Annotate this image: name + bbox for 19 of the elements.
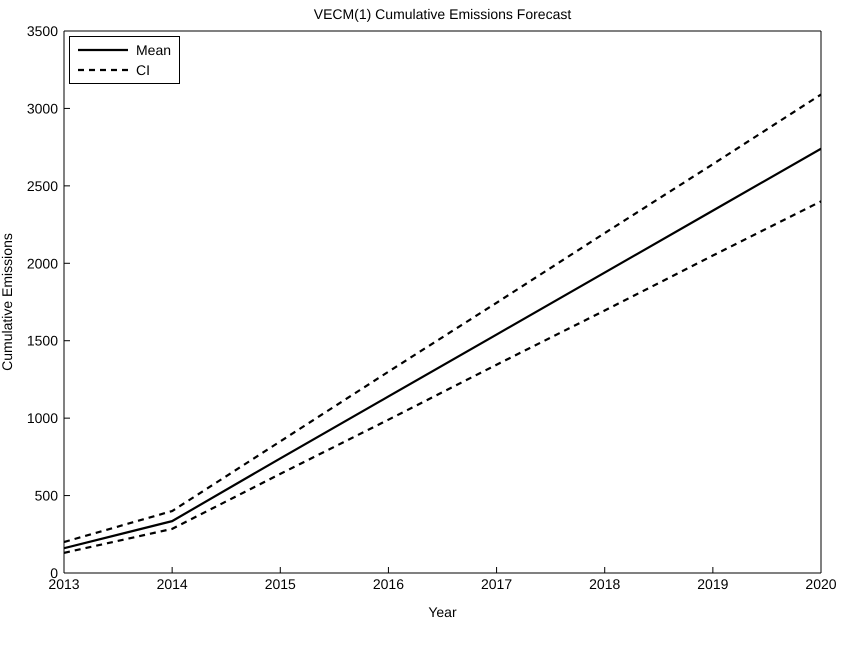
y-tick-label: 1000 — [26, 410, 58, 426]
legend-label: Mean — [136, 42, 172, 58]
x-tick-label: 2018 — [589, 576, 620, 592]
y-tick-label: 500 — [34, 488, 58, 504]
y-tick-label: 1500 — [26, 332, 58, 349]
x-tick-label: 2020 — [805, 576, 837, 592]
y-axis-title: Cumulative Emissions — [0, 233, 15, 371]
x-tick-label: 2016 — [372, 576, 404, 592]
x-tick-label: 2017 — [480, 576, 512, 592]
chart-title: VECM(1) Cumulative Emissions Forecast — [312, 6, 572, 22]
x-axis-title: Year — [428, 604, 457, 620]
x-tick-label: 2015 — [264, 576, 296, 592]
y-tick-label: 2000 — [26, 255, 58, 272]
x-tick-label: 2014 — [156, 576, 188, 592]
y-tick-label: 3000 — [26, 100, 58, 116]
legend-label: CI — [136, 62, 150, 78]
x-tick-label: 2019 — [697, 576, 729, 592]
y-tick-label: 3500 — [26, 22, 58, 39]
y-tick-label: 2500 — [26, 178, 58, 194]
